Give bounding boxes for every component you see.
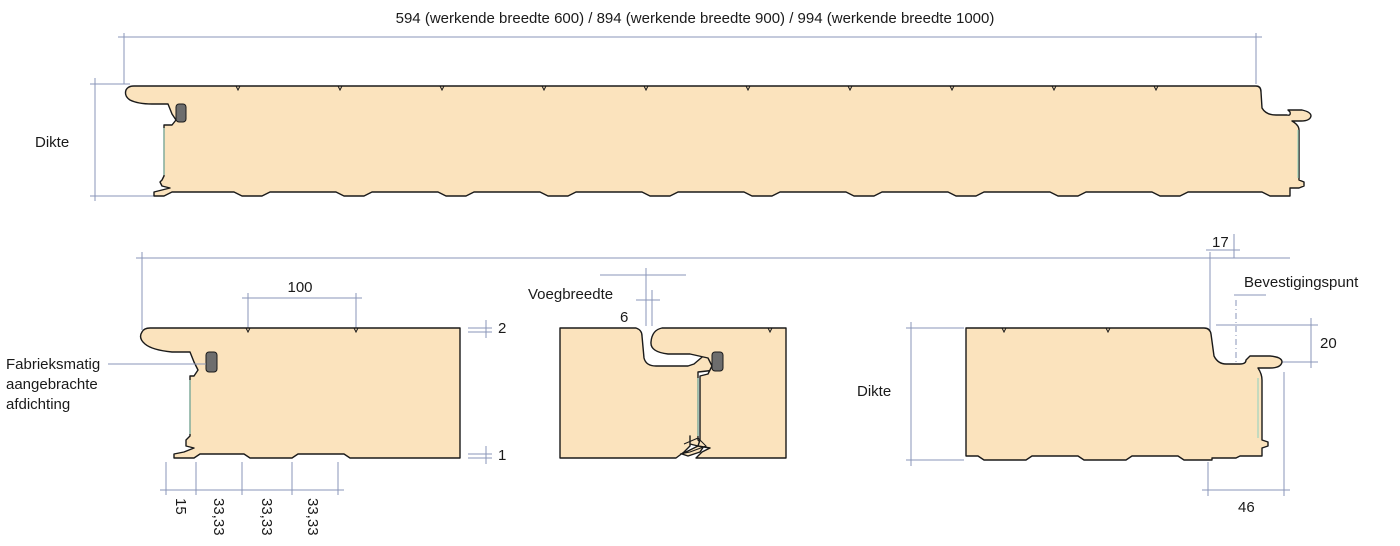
right-edge-detail: Dikte 17 Bevestigingspunt 20 46 [857, 234, 1359, 516]
bottom-dim-33-2: 33,33 [258, 498, 275, 536]
top-ribs-left-detail [245, 327, 359, 334]
tongue-width-label: 46 [1238, 499, 1255, 516]
bottom-dim-33-1: 33,33 [210, 498, 227, 536]
panel-body-right-detail [965, 327, 1283, 461]
panel-body-full [124, 85, 1312, 197]
thickness-label-top: Dikte [35, 134, 69, 151]
thickness-label-detail: Dikte [857, 383, 891, 400]
top-ribs-full [235, 85, 1159, 92]
seal-label-line-2: aangebrachte [6, 376, 98, 393]
seal-label-line-3: afdichting [6, 396, 70, 413]
panel-body-left-detail [139, 327, 461, 459]
top-sheet-thickness: 2 [498, 320, 506, 337]
edge-offset-label: 17 [1212, 234, 1229, 251]
bottom-sheet-thickness: 1 [498, 447, 506, 464]
seal-left-detail [205, 351, 218, 373]
joint-width-value: 6 [620, 309, 628, 326]
joint-hook-bottom [679, 437, 707, 455]
bottom-dim-33-3: 33,33 [304, 498, 321, 536]
tongue-height-label: 20 [1320, 335, 1337, 352]
rib-pitch-label: 100 [287, 279, 312, 296]
joint-detail: Voegbreedte 6 [528, 268, 787, 459]
seal-label-line-1: Fabrieksmatig [6, 356, 100, 373]
joint-width-label: Voegbreedte [528, 286, 613, 303]
bottom-dim-15: 15 [172, 498, 189, 515]
top-ribs-right-detail [1001, 327, 1111, 334]
left-edge-detail: 100 2 1 Fabrieksmatig aangebrachte afdic… [6, 252, 1290, 536]
overall-width-label: 594 (werkende breedte 600) / 894 (werken… [396, 10, 995, 27]
seal-joint [711, 351, 724, 372]
joint-top-ribs [767, 327, 773, 334]
fixing-point-label: Bevestigingspunt [1244, 274, 1359, 291]
seal-full [175, 103, 187, 123]
full-panel-view: 594 (werkende breedte 600) / 894 (werken… [35, 10, 1312, 201]
